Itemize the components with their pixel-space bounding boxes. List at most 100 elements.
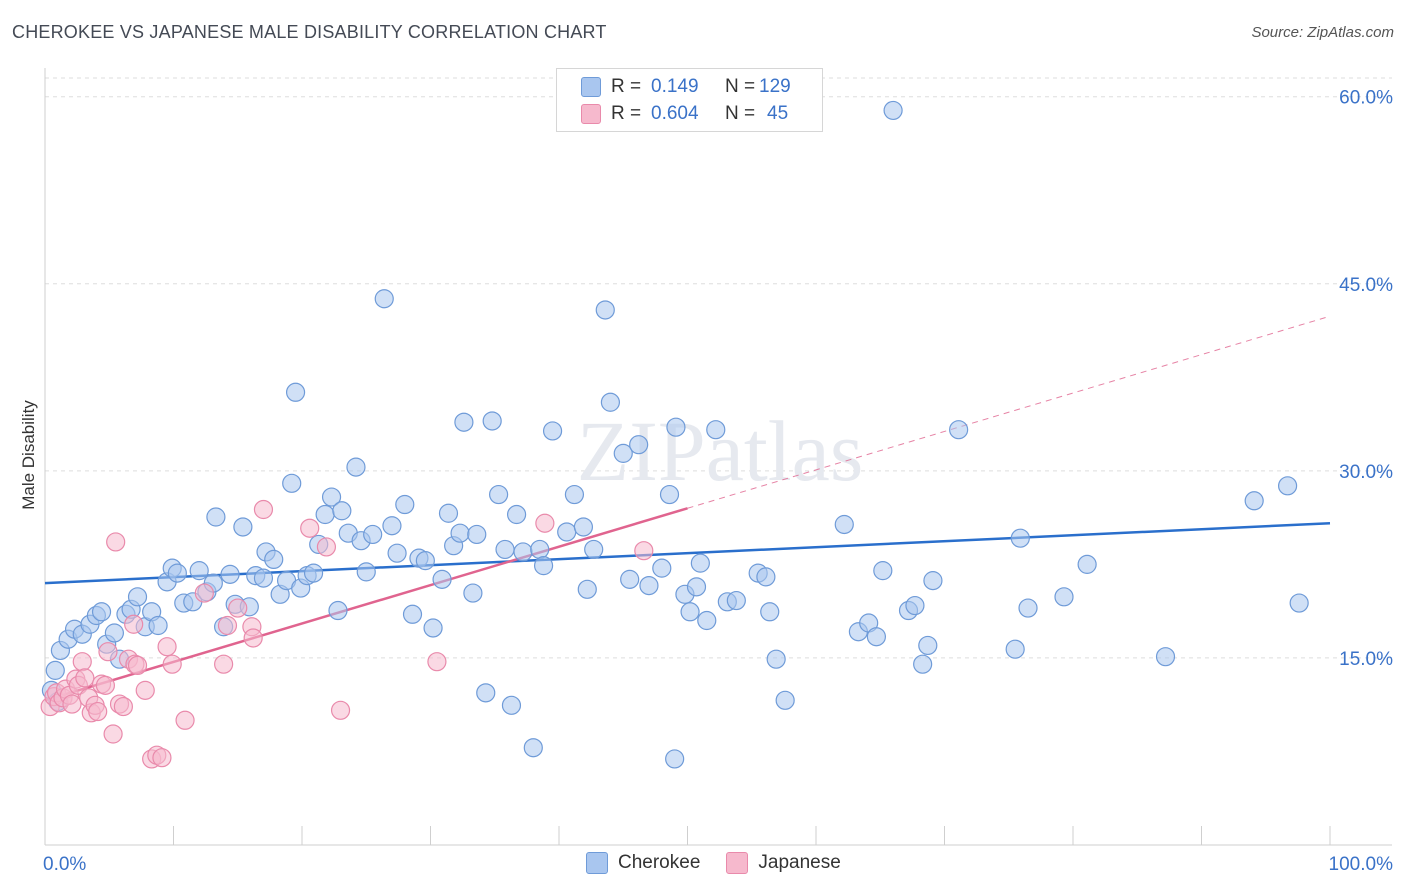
cherokee-point [104,623,124,643]
x-tick-label: 100.0% [1329,854,1394,875]
japanese-point [72,652,92,672]
legend-item-japanese: Japanese [726,852,841,874]
cherokee-point [387,543,407,563]
japanese-trend-extension [687,315,1331,509]
japanese-point [103,724,123,744]
y-tick-label: 45.0% [1339,275,1393,296]
cherokee-point [775,690,795,710]
cherokee-point [573,517,594,537]
cherokee-point [756,567,776,587]
japanese-point [427,652,447,672]
cherokee-point [127,587,148,607]
japanese-point [88,701,108,722]
japanese-point [175,710,195,730]
cherokee-point [206,507,226,527]
cherokee-point [438,503,459,523]
cherokee-point [530,539,550,560]
japanese-swatch [726,852,749,874]
y-tick-label: 15.0% [1339,649,1393,670]
legend-r-value: 0.149 [651,76,699,97]
cherokee-point [697,610,717,631]
japanese-point [95,675,115,695]
japanese-point [152,748,172,768]
cherokee-point [363,524,383,545]
japanese-point [634,541,654,561]
cherokee-point [834,514,854,535]
legend-row-japanese: R = 0.604 N = 45 [581,102,788,126]
legend-box: R = 0.149 N = 129 R = 0.604 N = 45 [556,68,823,132]
cherokee-point [454,412,474,432]
cherokee-point [45,660,65,680]
legend-label-japanese: Japanese [758,852,841,873]
legend-label-cherokee: Cherokee [618,852,701,873]
legend-item-cherokee: Cherokee [586,852,700,874]
cherokee-point [253,568,274,588]
cherokee-point [303,563,324,583]
cherokee-point [501,695,522,715]
cherokee-point [659,484,680,505]
japanese-point [330,700,351,720]
japanese-point [106,532,126,552]
cherokee-point [639,575,659,596]
cherokee-point [220,564,240,584]
cherokee-point [315,504,335,525]
cherokee-point [523,738,543,758]
cherokee-point [652,558,672,578]
cherokee-point [321,487,342,507]
cherokee-point [463,583,483,603]
cherokee-point [233,517,253,537]
cherokee-point [513,542,533,562]
japanese-point [214,654,234,674]
cherokee-point [533,556,554,576]
cherokee-point [629,435,649,455]
japanese-swatch [581,104,601,124]
japanese-point [535,513,555,533]
cherokee-point [346,457,366,477]
cherokee-point [680,602,700,622]
cherokee-point [726,590,746,611]
cherokee-point [564,484,585,505]
cherokee-point [382,516,402,536]
cherokee-point [873,561,893,581]
cherokee-point [482,411,502,431]
y-tick-label: 60.0% [1339,88,1393,109]
japanese-point [243,628,263,648]
japanese-point [162,654,182,674]
cherokee-point [620,569,640,589]
y-tick-label: 30.0% [1339,462,1393,483]
cherokee-point [282,473,302,493]
japanese-point [157,637,177,657]
grid-lines [45,77,1392,659]
cherokee-point [883,100,903,121]
legend-r-label: R = [611,76,642,97]
cherokee-swatch [586,852,608,874]
cherokee-point [949,420,969,440]
japanese-point [228,598,248,618]
cherokee-point [450,523,470,543]
cherokee-point [285,382,306,402]
cherokee-point [1244,491,1264,511]
trend-lines [44,315,1331,702]
cherokee-point [356,562,376,582]
cherokee-point [584,539,604,560]
cherokee-point [395,494,415,515]
japanese-point [300,518,320,538]
cherokee-point [1155,647,1176,667]
cherokee-point [1005,639,1025,659]
cherokee-point [332,501,352,521]
japanese-point [217,615,238,636]
cherokee-point [148,615,168,636]
cherokee-point [600,392,621,412]
legend-n-value: 129 [759,76,791,97]
cherokee-point [577,579,597,599]
legend-r-value: 0.604 [651,103,699,124]
cherokee-swatch [581,77,601,97]
cherokee-point [476,683,496,703]
japanese-point [253,499,274,520]
cherokee-point [595,300,615,320]
japanese-point [75,668,95,688]
japanese-point [194,583,214,603]
chart-title: CHEROKEE VS JAPANESE MALE DISABILITY COR… [12,22,607,42]
legend-n-value: 45 [767,103,789,124]
